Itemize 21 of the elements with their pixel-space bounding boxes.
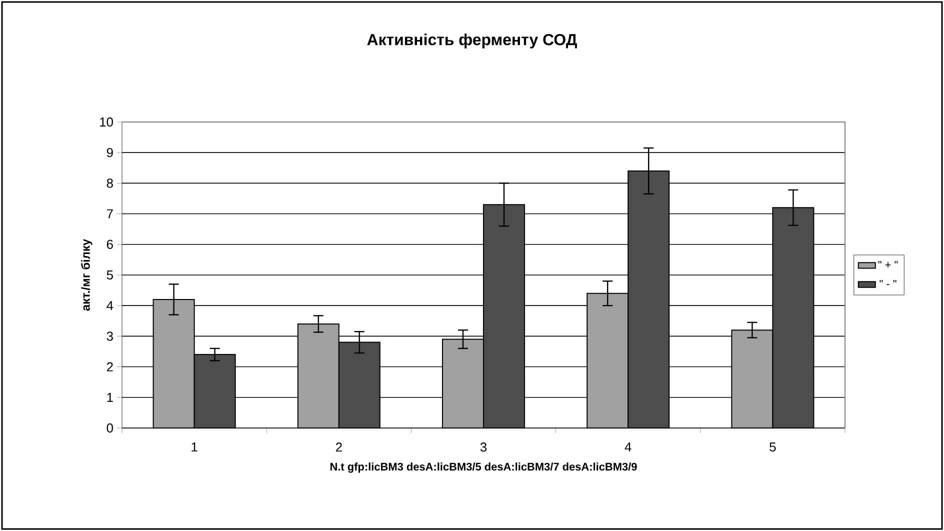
y-tick-label: 9: [106, 148, 113, 158]
y-tick-label: 10: [100, 117, 113, 127]
y-tick-label: 7: [106, 209, 113, 218]
x-tick-label: 1: [192, 442, 198, 452]
y-tick-label: 8: [106, 178, 113, 188]
legend-label: " + ": [878, 260, 898, 268]
x-tick-label: 3: [480, 442, 487, 452]
chart-title: Активність ферменту СОД: [367, 34, 577, 48]
y-axis-title: акт./мг білку: [81, 238, 92, 311]
x-tick-label: 5: [770, 442, 776, 452]
y-tick-label: 0: [106, 423, 113, 433]
y-tick-label: 5: [106, 270, 113, 280]
x-tick-label: 4: [624, 442, 632, 452]
y-tick-label: 4: [106, 301, 114, 310]
y-tick-label: 1: [107, 392, 113, 402]
x-axis-title: N.t gfp:licBM3 desA:licBM3/5 desA:licBM3/7 desA:licBM3/9: [330, 462, 637, 473]
y-tick-label: 3: [106, 332, 113, 341]
legend-label: " - ": [880, 280, 896, 286]
y-tick-label: 6: [106, 240, 113, 249]
y-tick-label: 2: [106, 362, 113, 372]
x-tick-label: 2: [336, 442, 342, 452]
